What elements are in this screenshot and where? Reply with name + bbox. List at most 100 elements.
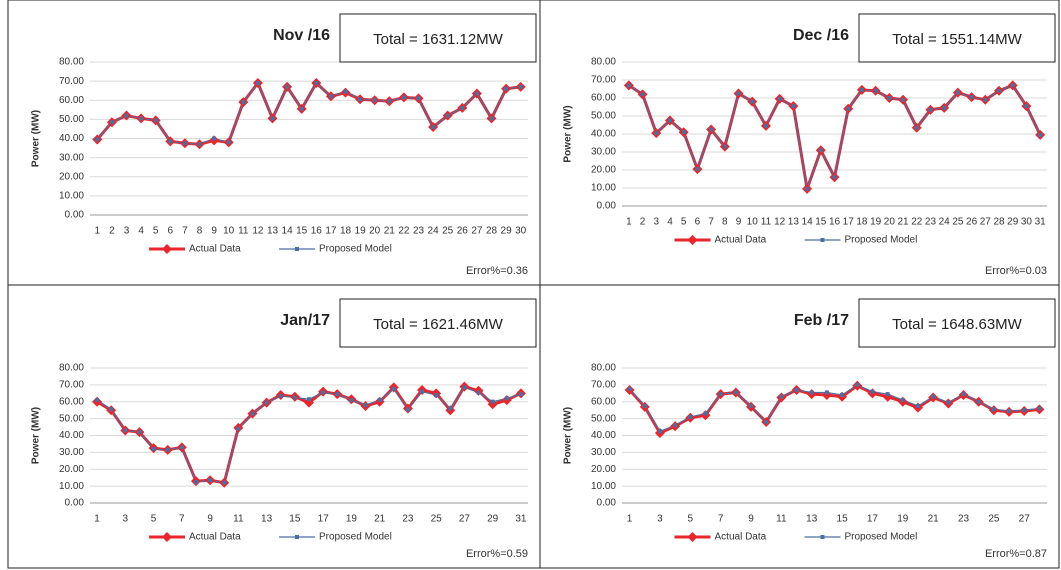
y-tick-label: 40.00	[591, 129, 616, 140]
data-point	[809, 390, 814, 395]
data-point	[431, 125, 436, 130]
legend-label: Actual Data	[715, 235, 767, 246]
total-box	[858, 13, 1056, 63]
y-tick-label: 60.00	[59, 95, 84, 106]
x-tick-label: 3	[657, 514, 663, 525]
data-point	[490, 399, 495, 404]
panel-border	[539, 284, 1060, 569]
y-axis-label: Power (MW)	[31, 110, 42, 167]
chart-title: Dec /16	[793, 27, 849, 44]
data-point	[859, 87, 864, 92]
y-tick-label: 30.00	[59, 152, 84, 163]
legend-label: Proposed Model	[319, 244, 392, 255]
total-box	[339, 298, 537, 348]
y-tick-label: 50.00	[59, 413, 84, 424]
data-point	[151, 447, 156, 451]
total-box	[858, 298, 1056, 348]
x-tick-label: 13	[788, 217, 800, 228]
data-point	[401, 95, 406, 100]
y-tick-label: 30.00	[591, 447, 616, 458]
x-tick-label: 17	[843, 217, 855, 228]
y-tick-label: 60.00	[591, 93, 616, 104]
data-point	[197, 142, 202, 147]
data-point	[445, 113, 450, 118]
data-point	[299, 106, 304, 111]
series-line	[96, 80, 521, 146]
x-tick-label: 4	[138, 226, 144, 237]
data-point	[504, 86, 509, 91]
y-tick-label: 50.00	[591, 413, 616, 424]
total-label: Total = 1648.63MW	[892, 316, 1022, 333]
data-point	[314, 81, 319, 86]
data-point	[873, 88, 878, 93]
data-point	[179, 445, 184, 450]
x-tick-label: 27	[980, 217, 992, 228]
data-point	[95, 137, 100, 142]
x-tick-label: 17	[867, 514, 879, 525]
data-point	[504, 396, 509, 401]
data-point	[722, 144, 727, 149]
y-tick-label: 30.00	[591, 147, 616, 158]
y-tick-label: 0.00	[597, 201, 617, 212]
data-point	[821, 390, 832, 400]
data-point	[124, 113, 129, 118]
x-tick-label: 6	[695, 217, 701, 228]
data-point	[997, 88, 1002, 93]
y-tick-label: 60.00	[591, 396, 616, 407]
x-tick-label: 29	[487, 514, 499, 525]
data-point	[779, 394, 784, 399]
y-tick-label: 10.00	[591, 183, 616, 194]
x-tick-label: 28	[486, 226, 498, 237]
y-tick-label: 10.00	[59, 481, 84, 492]
x-tick-label: 27	[1019, 514, 1031, 525]
x-tick-label: 5	[688, 514, 694, 525]
x-tick-label: 25	[952, 217, 964, 228]
x-tick-label: 15	[289, 514, 301, 525]
x-tick-label: 16	[311, 226, 323, 237]
y-tick-label: 80.00	[591, 57, 616, 68]
x-tick-label: 14	[282, 226, 294, 237]
x-tick-label: 11	[238, 226, 249, 237]
x-tick-label: 25	[431, 514, 443, 525]
legend-label: Actual Data	[189, 532, 241, 543]
x-tick-label: 19	[355, 226, 367, 237]
data-point	[1007, 409, 1012, 414]
data-point	[165, 447, 170, 452]
data-point	[95, 398, 100, 403]
y-axis-label: Power (MW)	[31, 407, 42, 464]
data-point	[153, 118, 158, 123]
x-tick-label: 7	[718, 514, 724, 525]
x-tick-label: 1	[94, 514, 100, 525]
data-point	[764, 420, 769, 424]
legend-label: Proposed Model	[319, 532, 392, 543]
data-point	[681, 130, 686, 135]
data-point	[255, 81, 260, 86]
data-point	[208, 478, 213, 483]
data-point	[212, 136, 217, 141]
x-tick-label: 9	[207, 514, 213, 525]
x-tick-label: 3	[124, 226, 130, 237]
x-tick-label: 9	[748, 514, 754, 525]
data-point	[955, 90, 960, 95]
data-point	[794, 387, 799, 392]
x-tick-label: 31	[1035, 217, 1047, 228]
data-point	[1010, 83, 1015, 88]
data-point	[855, 382, 860, 387]
x-tick-label: 10	[223, 226, 235, 237]
data-point	[983, 97, 988, 102]
data-point	[991, 407, 996, 412]
x-tick-label: 21	[374, 514, 386, 525]
x-tick-label: 12	[252, 226, 264, 237]
data-point	[328, 94, 333, 99]
x-tick-label: 9	[736, 217, 742, 228]
x-tick-label: 23	[925, 217, 937, 228]
x-tick-label: 11	[761, 217, 772, 228]
data-point	[295, 535, 299, 539]
x-tick-label: 13	[261, 514, 273, 525]
x-tick-label: 30	[1021, 217, 1033, 228]
y-tick-label: 30.00	[59, 447, 84, 458]
data-point	[885, 392, 890, 397]
x-tick-label: 24	[939, 217, 951, 228]
x-tick-label: 19	[346, 514, 358, 525]
data-point	[241, 100, 246, 105]
